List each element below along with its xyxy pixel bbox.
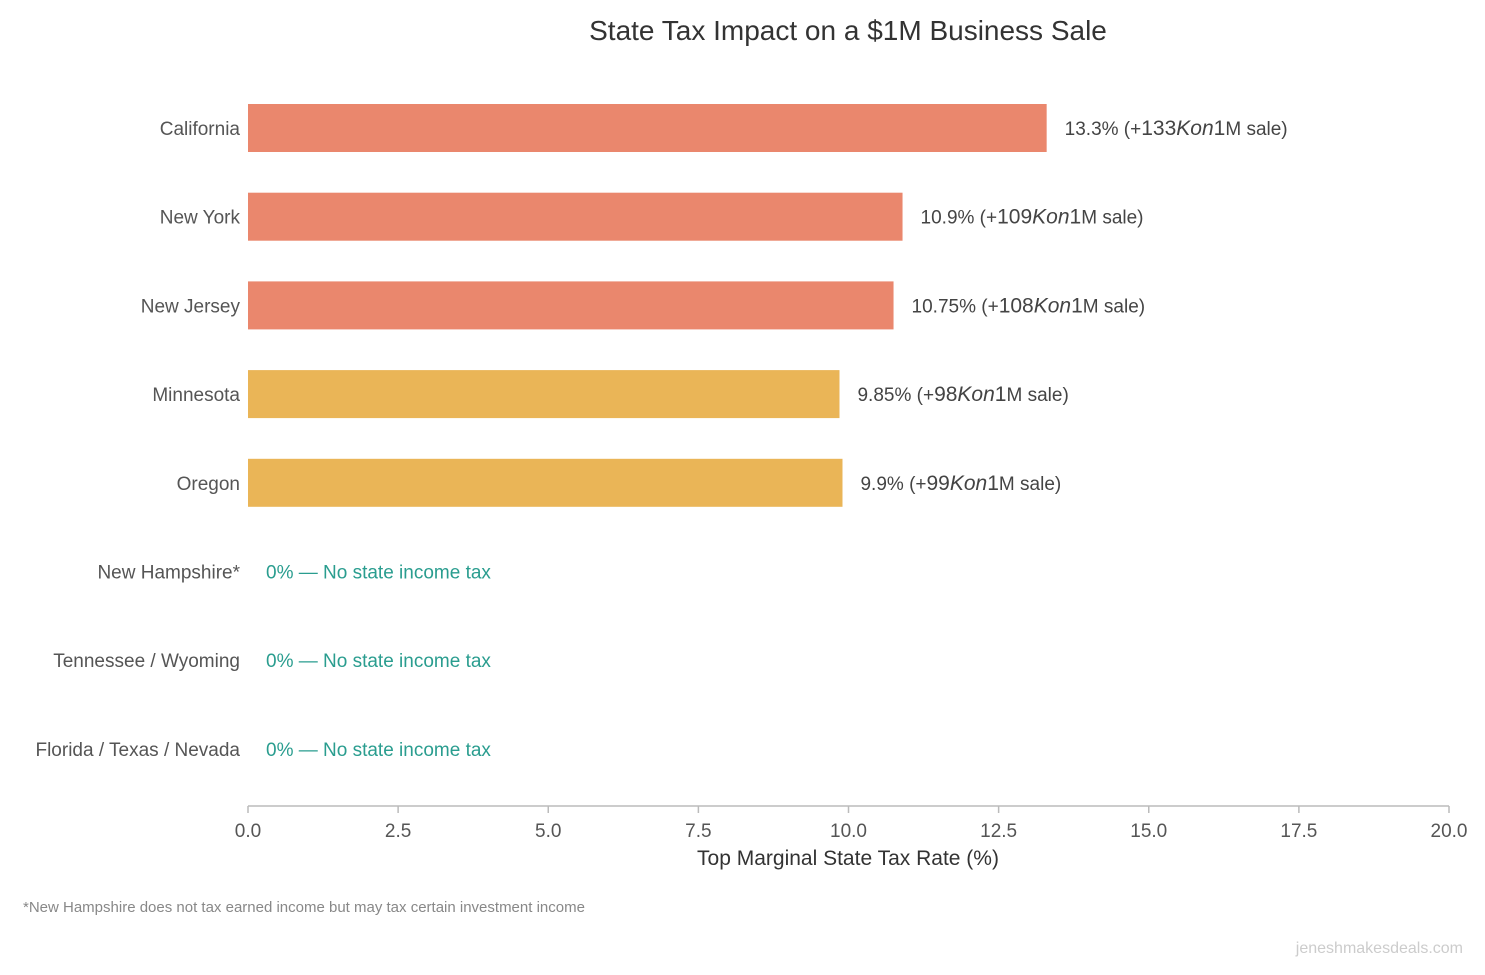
data-labels: 13.3% (+133Kon1M sale) 10.9% (+109Kon1M s… xyxy=(266,117,1288,761)
bar xyxy=(248,104,1047,152)
y-tick-label: Florida / Texas / Nevada xyxy=(35,740,240,761)
data-label: 13.3% (+133Kon1M sale) xyxy=(1065,117,1288,140)
x-tick-label: 15.0 xyxy=(1130,821,1167,842)
x-tick-label: 7.5 xyxy=(685,821,711,842)
y-tick-label: California xyxy=(160,119,241,140)
bar xyxy=(248,370,840,419)
data-label: 9.85% (+98Kon1M sale) xyxy=(857,383,1068,406)
x-tick-label: 20.0 xyxy=(1431,821,1468,842)
x-tick-label: 17.5 xyxy=(1280,821,1317,842)
watermark: jeneshmakesdeals.com xyxy=(1295,940,1463,957)
y-tick-label: New Hampshire* xyxy=(97,563,240,584)
y-tick-label: New York xyxy=(160,208,241,229)
x-tick-label: 2.5 xyxy=(385,821,411,842)
x-tick-label: 10.0 xyxy=(830,821,867,842)
data-label: 10.75% (+108Kon1M sale) xyxy=(912,294,1146,317)
y-tick-label: New Jersey xyxy=(141,296,241,317)
bar xyxy=(248,458,843,507)
x-tick-label: 0.0 xyxy=(235,821,261,842)
x-tick-label: 12.5 xyxy=(980,821,1017,842)
data-label: 9.9% (+99Kon1M sale) xyxy=(860,472,1061,495)
x-tick-label: 5.0 xyxy=(535,821,561,842)
y-tick-label: Minnesota xyxy=(152,385,240,406)
x-axis-label: Top Marginal State Tax Rate (%) xyxy=(697,847,999,870)
data-label: 10.9% (+109Kon1M sale) xyxy=(921,206,1144,229)
y-tick-label: Tennessee / Wyoming xyxy=(53,651,240,672)
footnote: *New Hampshire does not tax earned incom… xyxy=(23,899,585,916)
y-axis-labels: California New York New Jersey Minnesota Ore… xyxy=(35,119,240,761)
data-label: 0% — No state income tax xyxy=(266,651,491,672)
bar xyxy=(248,281,894,330)
data-label: 0% — No state income tax xyxy=(266,740,491,761)
bar xyxy=(248,192,903,241)
bars-group xyxy=(248,104,1047,507)
y-tick-label: Oregon xyxy=(177,474,240,495)
chart-title: State Tax Impact on a $1M Business Sale xyxy=(589,15,1107,46)
data-label: 0% — No state income tax xyxy=(266,563,491,584)
x-axis-ticks: 0.0 2.5 5.0 7.5 10.0 12.5 15.0 17.5 20.0 xyxy=(235,806,1468,842)
